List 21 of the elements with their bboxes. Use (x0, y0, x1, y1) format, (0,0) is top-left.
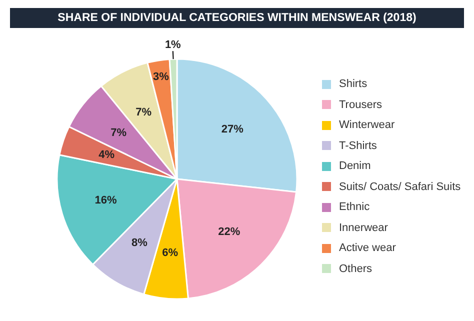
data-label: 1% (164, 39, 182, 52)
data-label: 7% (136, 106, 152, 119)
legend-label: Shirts (339, 78, 368, 90)
legend-label: Winterwear (339, 119, 395, 132)
legend-label: Trousers (339, 98, 382, 111)
legend-label: Innerwear (339, 222, 388, 234)
data-label: 7% (110, 126, 127, 139)
data-label: 4% (98, 149, 115, 162)
data-label: 3% (153, 71, 170, 84)
data-label: 16% (94, 194, 118, 207)
data-label: 22% (218, 226, 240, 238)
legend-label: Suits/ Coats/ Safari Suits (339, 180, 461, 193)
data-label: 6% (162, 247, 178, 260)
legend-label: Ethnic (339, 201, 370, 214)
data-label: 8% (132, 237, 148, 250)
legend-label: Denim (339, 160, 371, 172)
chart-title: SHARE OF INDIVIDUAL CATEGORIES WITHIN MENSWEAR (2018) (10, 8, 464, 28)
legend-label: T-Shirts (339, 140, 377, 152)
legend-label: Active wear (339, 242, 396, 254)
data-label: 27% (221, 123, 244, 136)
legend-label: Others (339, 262, 372, 275)
